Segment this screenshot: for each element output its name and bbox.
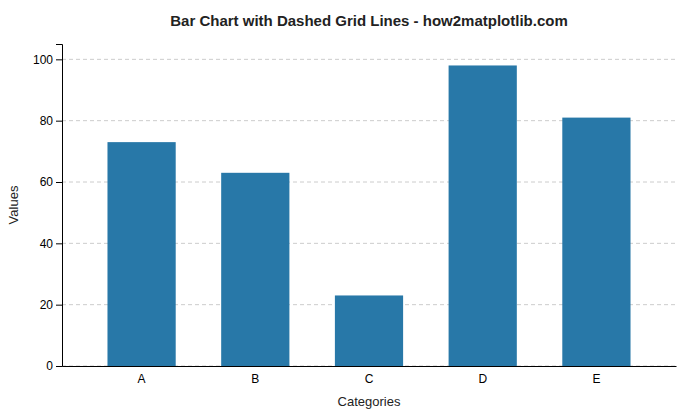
y-tick-mark — [56, 243, 62, 244]
grid — [62, 59, 676, 366]
x-tick-label: A — [138, 372, 146, 386]
chart-title: Bar Chart with Dashed Grid Lines - how2m… — [170, 12, 568, 29]
bar — [221, 173, 289, 366]
y-tick-mark — [56, 59, 62, 60]
x-tick-label: B — [251, 372, 259, 386]
y-tick-mark — [56, 366, 62, 367]
x-tick: E — [592, 372, 600, 386]
y-tick: 60 — [40, 175, 62, 189]
y-tick: 40 — [40, 237, 62, 251]
bar — [562, 118, 630, 366]
y-tick-label: 0 — [46, 359, 53, 373]
bars — [107, 65, 630, 366]
x-tick: C — [365, 372, 374, 386]
y-tick-label: 20 — [40, 298, 54, 312]
x-tick-label: E — [592, 372, 600, 386]
y-axis: 0 20 40 60 80 100 — [33, 45, 63, 374]
y-tick-mark — [56, 121, 62, 122]
y-tick-label: 100 — [33, 53, 53, 67]
chart-container: A B C D E 0 20 40 60 80 100 Bar Chart with Dashed G… — [0, 0, 700, 420]
y-tick-mark — [56, 305, 62, 306]
y-tick: 100 — [33, 53, 62, 67]
x-axis: A B C D E — [63, 367, 677, 386]
plot-area: A B C D E 0 20 40 60 80 100 — [33, 45, 677, 386]
x-tick: D — [478, 372, 487, 386]
y-tick-label: 60 — [40, 175, 54, 189]
x-axis-line — [63, 366, 677, 367]
bar — [449, 65, 517, 366]
y-tick-label: 40 — [40, 237, 54, 251]
y-tick: 80 — [40, 114, 62, 128]
y-axis-title: Values — [6, 185, 21, 224]
x-tick-label: C — [365, 372, 374, 386]
x-axis-title: Categories — [338, 394, 401, 409]
y-tick-label: 80 — [40, 114, 54, 128]
bar — [107, 142, 175, 366]
chart-svg: A B C D E 0 20 40 60 80 100 Bar Chart with Dashed G… — [0, 0, 700, 420]
grid-line — [62, 59, 676, 60]
y-axis-line — [56, 45, 63, 367]
x-tick-label: D — [478, 372, 487, 386]
x-tick: B — [251, 372, 259, 386]
bar — [335, 295, 403, 366]
y-tick: 20 — [40, 298, 62, 312]
y-tick-mark — [56, 182, 62, 183]
x-tick: A — [138, 372, 146, 386]
y-tick: 0 — [46, 359, 62, 373]
